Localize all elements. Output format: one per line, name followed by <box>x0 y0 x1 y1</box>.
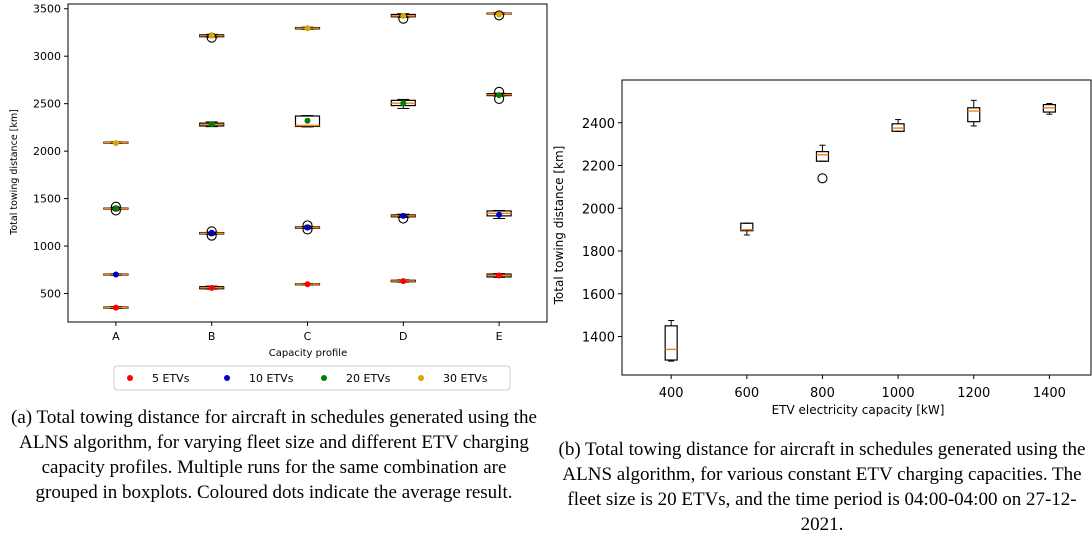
chart-b-plot: 1400 1600 1800 2000 2200 2400 400 600 800 1000 120… <box>582 79 1092 401</box>
chart-b-ytick-label: 2200 <box>582 160 615 175</box>
chart-a-plot: 500 1000 1500 2000 2500 3000 3500 A B C D E <box>33 3 548 343</box>
caption-b: (b) Total towing distance for aircraft i… <box>558 439 1086 535</box>
chart-b-xtick-label: 1400 <box>1033 386 1066 401</box>
chart-a-mean-dot <box>496 272 503 279</box>
chart-b-box-box <box>740 222 754 232</box>
chart-a-ytick-label: 3000 <box>33 50 61 63</box>
chart-b-box-box <box>664 325 678 361</box>
chart-a-mean-dot <box>112 140 119 147</box>
chart-b-xlabel: ETV electricity capacity [kW] <box>772 403 945 417</box>
chart-b-ytick-label: 1400 <box>582 331 615 346</box>
chart-a-mean-dot <box>208 121 215 128</box>
chart-b-box-box <box>815 151 830 162</box>
chart-a-ytick-label: 2000 <box>33 145 61 158</box>
chart-a-ytick-label: 1500 <box>33 193 61 206</box>
chart-a-legend-label: 10 ETVs <box>249 372 294 385</box>
chart-a-legend-marker <box>127 375 133 381</box>
caption-a: (a) Total towing distance for aircraft i… <box>11 407 537 503</box>
chart-b-xtick-label: 1200 <box>957 386 990 401</box>
chart-a-ylabel: Total towing distance [km] <box>9 109 20 236</box>
chart-a-mean-dot <box>496 11 503 18</box>
chart-b-ylabel: Total towing distance [km] <box>552 146 566 306</box>
chart-a-ytick-label: 500 <box>40 288 61 301</box>
chart-b-box-box <box>967 107 981 123</box>
chart-a-legend-marker <box>224 375 230 381</box>
chart-a-mean-dot <box>112 304 119 311</box>
chart-a-mean-dot <box>400 212 407 219</box>
chart-a-box-flier <box>494 10 505 21</box>
chart-a-mean-dot <box>304 25 311 32</box>
chart-b-ytick-label: 1800 <box>582 245 615 260</box>
chart-a-xtick-label: C <box>304 330 312 343</box>
chart-a-xtick-label: D <box>399 330 407 343</box>
chart-a-xlabel: Capacity profile <box>269 348 347 359</box>
chart-a-mean-dot <box>304 117 311 124</box>
chart-b-xtick-label: 600 <box>734 386 759 401</box>
chart-a-mean-dot <box>208 32 215 39</box>
chart-b: 1400 1600 1800 2000 2200 2400 400 600 800 1000 120… <box>552 79 1092 417</box>
chart-a-mean-dot <box>400 278 407 285</box>
chart-a-box-flier <box>206 226 217 237</box>
chart-b-xtick-label: 800 <box>810 386 835 401</box>
chart-a-mean-dot <box>304 224 311 231</box>
chart-b-xtick-label: 1000 <box>882 386 915 401</box>
chart-a-mean-dot <box>304 281 311 288</box>
chart-a-mean-dot <box>208 229 215 236</box>
chart-a-ytick-label: 1000 <box>33 240 61 253</box>
chart-b-ytick-label: 2000 <box>582 202 615 217</box>
chart-a-mean-dot <box>112 271 119 278</box>
chart-a: 500 1000 1500 2000 2500 3000 3500 A B C D E Total t… <box>9 3 548 391</box>
chart-a-mean-dot <box>496 92 503 99</box>
chart-a-legend-marker <box>321 375 327 381</box>
chart-a-legend-label: 20 ETVs <box>346 372 391 385</box>
chart-a-xtick-label: E <box>496 330 503 343</box>
chart-a-mean-dot <box>112 205 119 212</box>
chart-a-legend-label: 5 ETVs <box>152 372 190 385</box>
chart-a-axes-frame <box>67 3 548 323</box>
chart-a-legend: 5 ETVs 10 ETVs 20 ETVs 30 ETVs <box>113 365 511 391</box>
chart-a-xtick-label: B <box>208 330 216 343</box>
chart-b-xtick-label: 400 <box>659 386 684 401</box>
chart-b-ytick-label: 1600 <box>582 288 615 303</box>
chart-a-mean-dot <box>400 100 407 107</box>
chart-a-legend-marker <box>418 375 424 381</box>
chart-a-box-box <box>294 115 321 128</box>
chart-b-axes-frame <box>621 79 1092 376</box>
chart-a-mean-dot <box>208 284 215 291</box>
chart-b-ytick-label: 2400 <box>582 117 615 132</box>
chart-a-ytick-label: 2500 <box>33 98 61 111</box>
chart-a-legend-frame <box>113 365 511 391</box>
chart-a-legend-label: 30 ETVs <box>443 372 488 385</box>
chart-b-box-flier <box>817 173 828 184</box>
chart-a-xtick-label: A <box>112 330 120 343</box>
chart-a-mean-dot <box>496 211 503 218</box>
chart-a-ytick-label: 3500 <box>33 3 61 16</box>
chart-a-mean-dot <box>400 12 407 19</box>
